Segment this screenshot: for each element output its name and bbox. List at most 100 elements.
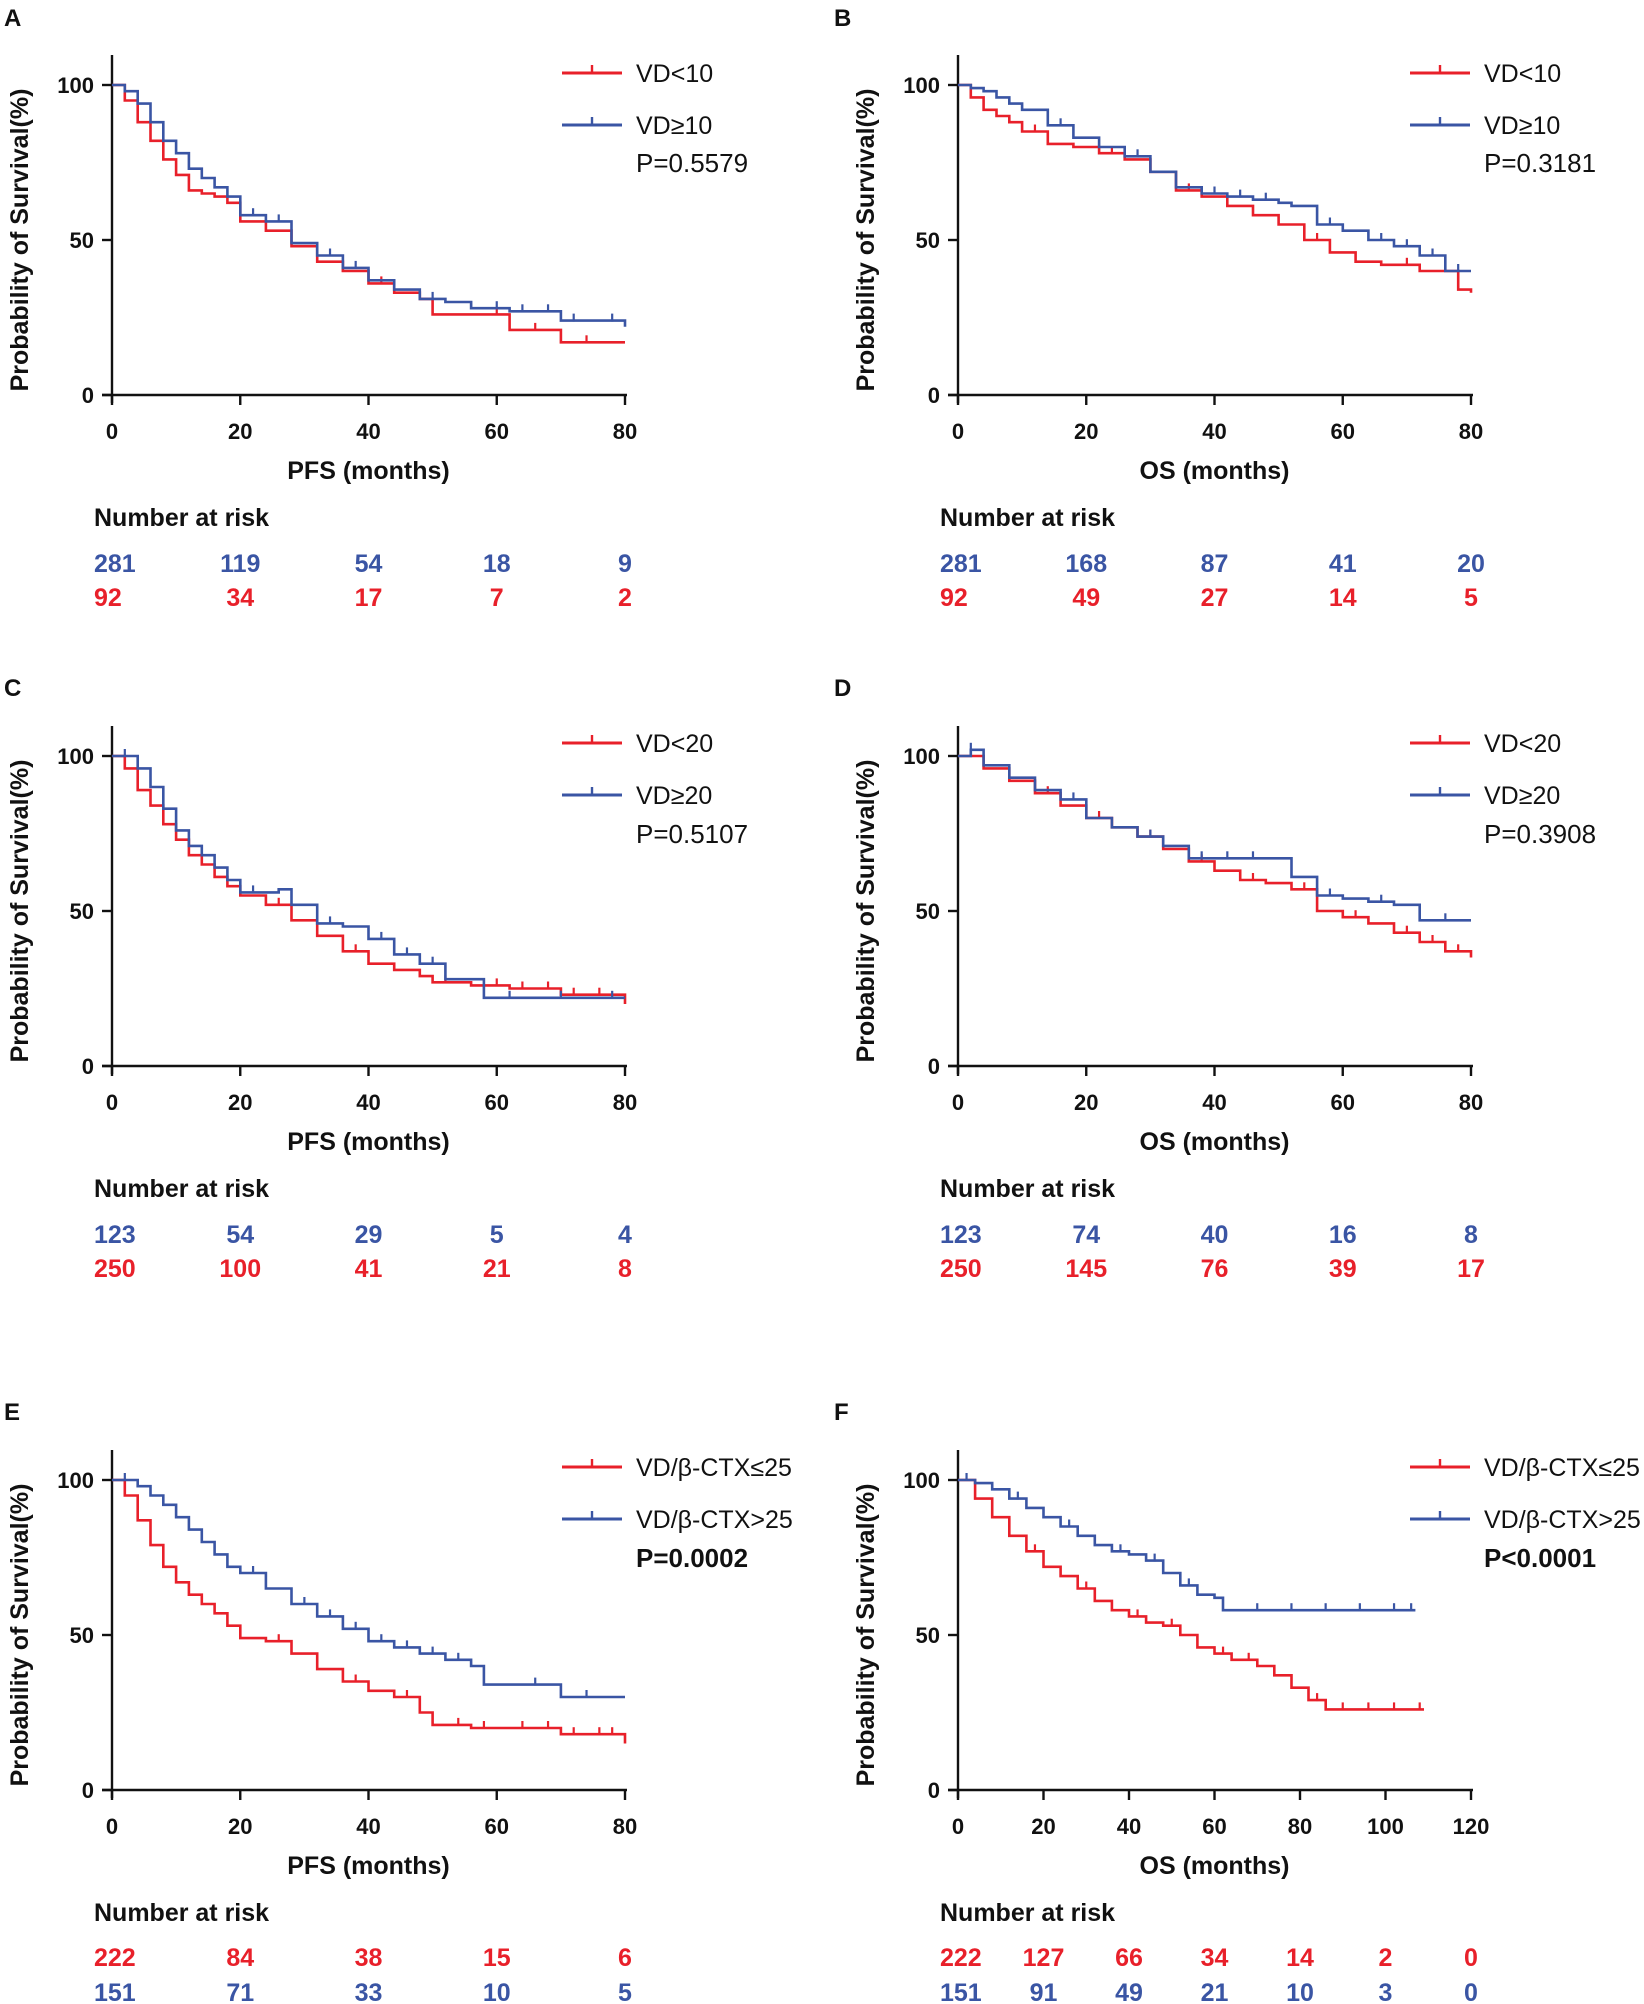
risk-count: 17 <box>355 584 383 612</box>
risk-table-title: Number at risk <box>94 1175 269 1203</box>
p-value: P=0.3181 <box>1484 148 1596 178</box>
risk-count: 87 <box>1201 550 1229 578</box>
p-value: P=0.3908 <box>1484 819 1596 849</box>
risk-count: 7 <box>490 584 504 612</box>
risk-count: 168 <box>1065 550 1107 578</box>
x-axis-title: PFS (months) <box>287 1128 450 1156</box>
p-value: P=0.0002 <box>636 1543 748 1573</box>
series-line-blue <box>958 1478 1416 1612</box>
risk-count: 222 <box>94 1944 136 1972</box>
risk-count: 5 <box>490 1221 504 1249</box>
risk-count: 17 <box>1457 1255 1485 1283</box>
y-tick-label: 100 <box>57 744 94 769</box>
legend-label: VD<20 <box>636 730 713 758</box>
risk-count: 8 <box>1464 1221 1478 1249</box>
y-tick-label: 50 <box>70 228 94 253</box>
x-tick-label: 40 <box>356 419 380 444</box>
risk-count: 66 <box>1115 1944 1143 1972</box>
x-tick-label: 0 <box>952 1814 964 1839</box>
risk-count: 34 <box>1201 1944 1229 1972</box>
x-tick-label: 80 <box>1459 1090 1483 1115</box>
y-tick-label: 100 <box>903 744 940 769</box>
risk-count: 0 <box>1464 1979 1478 2004</box>
panel-c: C 0 50 100 0 20 40 60 80 PFS (months) Probability … <box>4 675 748 1283</box>
risk-count: 21 <box>1201 1979 1229 2004</box>
y-tick-label: 50 <box>916 1623 940 1648</box>
y-tick-label: 50 <box>70 899 94 924</box>
risk-count: 281 <box>940 550 982 578</box>
risk-count: 40 <box>1201 1221 1229 1249</box>
legend-label: VD<10 <box>636 60 713 88</box>
risk-count: 18 <box>483 550 511 578</box>
y-tick-label: 100 <box>57 1468 94 1493</box>
y-tick-label: 0 <box>928 1054 940 1079</box>
series-line-blue <box>958 748 1471 922</box>
risk-count: 14 <box>1286 1944 1314 1972</box>
risk-count: 5 <box>1464 584 1478 612</box>
panel-d: D 0 50 100 0 20 40 60 80 OS (months) Probability o… <box>834 675 1596 1283</box>
x-tick-label: 60 <box>1202 1814 1226 1839</box>
x-tick-label: 20 <box>1074 419 1098 444</box>
series-line-red <box>958 1478 1424 1711</box>
risk-count: 76 <box>1201 1255 1229 1283</box>
legend-label: VD≥10 <box>1484 112 1560 140</box>
risk-count: 151 <box>940 1979 982 2004</box>
y-tick-label: 100 <box>903 73 940 98</box>
x-axis-title: PFS (months) <box>287 457 450 485</box>
risk-count: 100 <box>219 1255 261 1283</box>
series-line-red <box>112 1478 627 1744</box>
x-axis-title: OS (months) <box>1140 457 1290 485</box>
x-tick-label: 40 <box>1117 1814 1141 1839</box>
risk-count: 39 <box>1329 1255 1357 1283</box>
x-tick-label: 20 <box>228 419 252 444</box>
x-tick-label: 60 <box>1331 1090 1355 1115</box>
legend-label: VD<20 <box>1484 730 1561 758</box>
y-tick-label: 100 <box>903 1468 940 1493</box>
series-line-red <box>112 754 627 1004</box>
risk-count: 91 <box>1030 1979 1058 2004</box>
risk-table-title: Number at risk <box>94 504 269 532</box>
risk-count: 29 <box>355 1221 383 1249</box>
legend-label: VD/β-CTX≤25 <box>636 1454 792 1482</box>
x-tick-label: 60 <box>485 419 509 444</box>
x-tick-label: 40 <box>1202 1090 1226 1115</box>
risk-count: 10 <box>1286 1979 1314 2004</box>
x-tick-label: 80 <box>613 419 637 444</box>
y-tick-label: 0 <box>82 1778 94 1803</box>
x-tick-label: 60 <box>1331 419 1355 444</box>
y-tick-label: 0 <box>928 383 940 408</box>
risk-count: 3 <box>1379 1979 1393 2004</box>
y-axis-title: Probability of Survival(%) <box>6 760 34 1063</box>
series-line-red <box>958 754 1473 958</box>
p-value: P<0.0001 <box>1484 1543 1596 1573</box>
legend-label: VD/β-CTX≤25 <box>1484 1454 1640 1482</box>
risk-count: 20 <box>1457 550 1485 578</box>
y-tick-label: 0 <box>928 1778 940 1803</box>
series-line-blue <box>112 1478 625 1699</box>
risk-count: 8 <box>618 1255 632 1283</box>
risk-count: 16 <box>1329 1221 1357 1249</box>
panel-letter: D <box>834 675 851 702</box>
y-axis-title: Probability of Survival(%) <box>6 1484 34 1787</box>
risk-count: 222 <box>940 1944 982 1972</box>
risk-count: 41 <box>355 1255 383 1283</box>
panel-letter: A <box>4 5 21 32</box>
risk-count: 2 <box>618 584 632 612</box>
y-tick-label: 0 <box>82 1054 94 1079</box>
x-tick-label: 40 <box>356 1090 380 1115</box>
risk-count: 281 <box>94 550 136 578</box>
risk-count: 5 <box>618 1979 632 2004</box>
x-tick-label: 80 <box>1288 1814 1312 1839</box>
panel-letter: B <box>834 5 851 32</box>
x-tick-label: 60 <box>485 1090 509 1115</box>
risk-count: 27 <box>1201 584 1229 612</box>
x-tick-label: 0 <box>952 1090 964 1115</box>
risk-count: 34 <box>226 584 254 612</box>
x-tick-label: 20 <box>1031 1814 1055 1839</box>
risk-count: 92 <box>94 584 122 612</box>
x-tick-label: 20 <box>1074 1090 1098 1115</box>
x-tick-label: 120 <box>1453 1814 1490 1839</box>
x-tick-label: 80 <box>613 1814 637 1839</box>
x-tick-label: 20 <box>228 1090 252 1115</box>
